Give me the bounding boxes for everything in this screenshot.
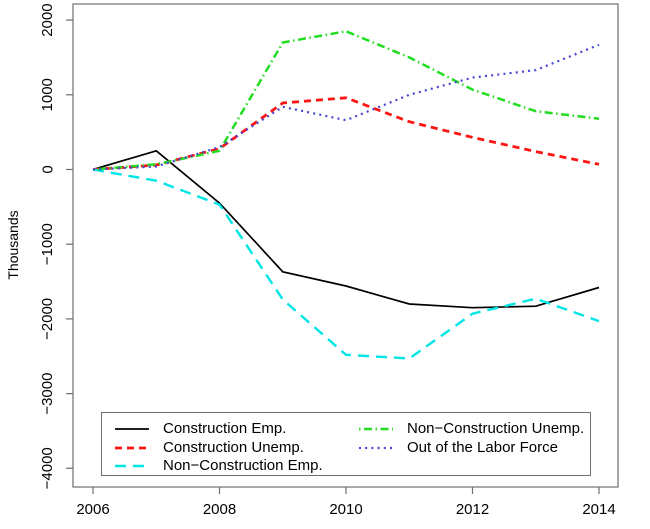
x-tick-label: 2010 — [329, 501, 362, 518]
legend-label: Non−Construction Unemp. — [407, 420, 585, 438]
y-axis-title: Thousands — [5, 210, 21, 279]
legend-item: Construction Unemp. — [114, 439, 358, 458]
series-line-non-construction-unemp- — [92, 30, 600, 171]
y-axis: 2000 1000 0 −1000 −2000 −3000 −4000 — [39, 3, 73, 489]
legend-label: Construction Emp. — [163, 420, 287, 438]
series-line-construction-unemp- — [92, 96, 600, 171]
legend-line-sample — [115, 446, 149, 450]
y-tick-label: −2000 — [39, 298, 56, 340]
data-series — [92, 30, 600, 360]
legend-item: Non−Construction Emp. — [114, 457, 358, 476]
y-tick-label: −3000 — [39, 373, 56, 415]
legend-column-2: Non−Construction Unemp. Out of the Labor … — [358, 420, 590, 475]
y-tick-label: −1000 — [39, 223, 56, 265]
x-tick-label: 2006 — [76, 501, 109, 518]
legend-label: Out of the Labor Force — [407, 438, 558, 456]
series-line-construction-emp- — [92, 149, 600, 309]
legend-item: Non−Construction Unemp. — [358, 420, 590, 439]
series-line-out-of-the-labor-force — [92, 43, 600, 171]
legend-line-sample — [115, 428, 149, 431]
y-tick-label: 0 — [39, 165, 56, 173]
legend: Construction Emp. Construction Unemp. Non−… — [101, 412, 591, 476]
series-line-non-construction-emp- — [92, 168, 600, 360]
legend-line-sample — [115, 465, 149, 468]
legend-line-sample — [359, 446, 393, 449]
y-tick-label: 1000 — [39, 78, 56, 111]
legend-column-1: Construction Emp. Construction Unemp. Non−… — [102, 420, 358, 475]
legend-item: Out of the Labor Force — [358, 439, 590, 458]
legend-label: Non−Construction Emp. — [163, 457, 323, 475]
x-tick-label: 2012 — [456, 501, 489, 518]
legend-line-sample — [359, 428, 393, 431]
y-tick-label: 2000 — [39, 3, 56, 36]
y-tick-label: −4000 — [39, 447, 56, 489]
legend-label: Construction Unemp. — [163, 438, 304, 456]
x-tick-label: 2008 — [203, 501, 236, 518]
x-axis: 2006 2008 2010 2012 2014 — [76, 487, 616, 518]
legend-item: Construction Emp. — [114, 420, 358, 439]
x-tick-label: 2014 — [582, 501, 615, 518]
